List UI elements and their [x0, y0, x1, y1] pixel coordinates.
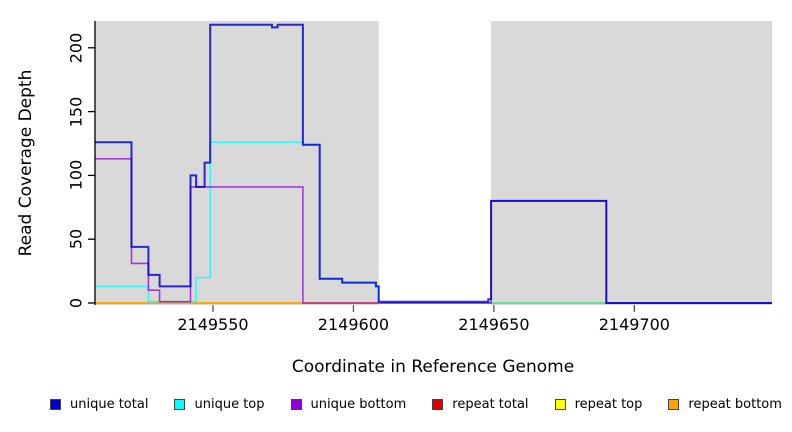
x-tick-label: 2149600: [317, 315, 390, 334]
series-unique-total: [95, 23, 772, 304]
legend-item-unique-bottom: unique bottom: [290, 397, 407, 412]
y-tick-label: 150: [66, 96, 86, 127]
legend-label: unique bottom: [310, 397, 407, 412]
legend-item-repeat-top: repeat top: [554, 397, 643, 412]
y-tick-label: 200: [66, 32, 86, 64]
legend-swatch-repeat-bottom: [668, 399, 680, 410]
legend-item-repeat-bottom: repeat bottom: [668, 397, 782, 412]
x-tick-label: 2149650: [458, 315, 530, 334]
legend: unique total unique top unique bottom repea…: [50, 397, 782, 412]
legend-label: repeat total: [452, 397, 529, 412]
legend-swatch-repeat-total: [432, 399, 444, 410]
legend-label: unique total: [70, 397, 149, 412]
x-axis-label: Coordinate in Reference Genome: [291, 357, 575, 377]
legend-item-unique-total: unique total: [50, 397, 148, 412]
legend-item-repeat-total: repeat total: [432, 397, 529, 412]
y-tick-label: 0: [66, 297, 86, 309]
y-axis-label: Read Coverage Depth: [16, 69, 36, 257]
shaded-region-1: [491, 21, 772, 305]
legend-item-unique-top: unique top: [174, 397, 265, 412]
legend-swatch-unique-bottom: [290, 399, 302, 410]
legend-swatch-unique-top: [174, 399, 186, 410]
legend-swatch-unique-total: [50, 399, 61, 410]
legend-label: repeat bottom: [688, 397, 782, 412]
legend-label: unique top: [194, 397, 265, 412]
y-tick-label: 50: [66, 229, 86, 250]
y-tick-label: 100: [66, 160, 86, 191]
shaded-region-0: [95, 21, 379, 305]
legend-swatch-repeat-top: [554, 399, 566, 410]
x-tick-label: 2149550: [177, 315, 249, 334]
legend-label: repeat top: [574, 397, 643, 412]
x-tick-label: 2149700: [598, 315, 670, 334]
